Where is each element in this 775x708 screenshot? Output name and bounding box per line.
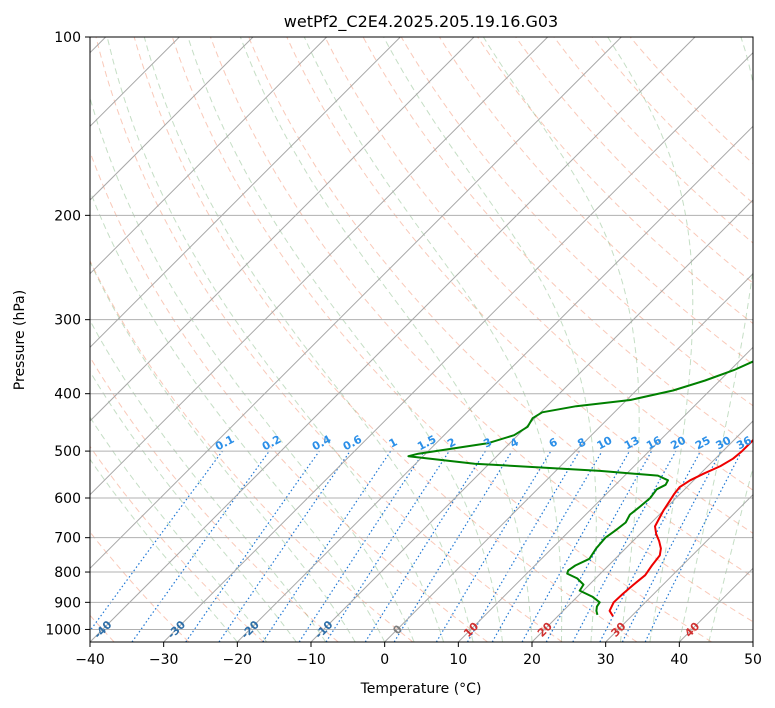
moist-adiabats	[90, 37, 753, 642]
mixing-ratio-label: 16	[644, 434, 664, 453]
mixing-ratio-line	[218, 450, 351, 642]
mixing-ratio-line	[466, 450, 580, 642]
isotherm-line	[90, 37, 328, 275]
isotherm-line	[457, 346, 753, 642]
y-tick-label: 300	[54, 313, 81, 329]
dry-adiabat-line	[90, 445, 264, 642]
grid-lines	[90, 37, 753, 630]
mixing-ratio-label: 20	[668, 434, 688, 453]
skewed-isotherms	[90, 37, 753, 642]
dry-adiabat-line	[400, 37, 753, 407]
dry-adiabat-line	[591, 37, 753, 204]
dry-adiabat-line	[477, 37, 753, 325]
dry-adiabat-line	[90, 259, 414, 642]
dry-adiabat-line	[515, 37, 753, 284]
moist-adiabat-line	[143, 37, 474, 642]
y-tick-label: 400	[54, 387, 81, 403]
moist-adiabat-line	[90, 319, 327, 642]
mixing-ratio-line	[521, 450, 631, 642]
mixing-ratio-line	[131, 450, 270, 642]
dry-adiabat-line	[248, 37, 753, 578]
plot-frame	[89, 36, 754, 643]
mixing-ratio-line	[90, 450, 223, 632]
moist-adiabat-line	[90, 458, 238, 642]
mixing-ratio-line	[572, 450, 677, 642]
mixing-ratio-line	[393, 450, 513, 642]
isotherm-line	[163, 51, 753, 642]
dry-adiabat-line	[324, 37, 753, 491]
moist-adiabat-line	[482, 37, 640, 642]
dry-adiabat-line	[210, 37, 753, 623]
moist-adiabat-line	[90, 189, 386, 642]
moist-adiabat-line	[708, 466, 753, 642]
green-profile-line	[407, 360, 753, 616]
moist-adiabat-line	[106, 37, 445, 642]
isotherm-line	[90, 37, 549, 496]
moist-adiabat-line	[239, 37, 533, 642]
isotherm-line	[531, 420, 753, 642]
x-tick-label: −40	[75, 652, 105, 668]
mixing-ratio-label: 30	[714, 434, 734, 453]
chart-title: wetPf2_C2E4.2025.205.19.16.G03	[284, 12, 558, 32]
mixing-ratio-label: 36	[734, 434, 754, 453]
mixing-ratio-label: 13	[622, 434, 642, 453]
mixing-ratio-line	[325, 450, 450, 642]
x-axis-ticks: −40 −30 −20 −10 0 10 20 30 40 50	[75, 642, 762, 668]
series-lines	[407, 360, 753, 617]
isotherm-line	[90, 37, 696, 642]
moist-adiabat-line	[383, 37, 597, 642]
moist-adiabat-line	[303, 37, 563, 642]
isotherm-line	[90, 37, 475, 422]
moist-adiabat-line	[90, 260, 356, 642]
isotherm-line	[90, 37, 254, 201]
dry-adiabat-line	[95, 37, 563, 642]
y-axis-ticks: 100 200 300 400 500 600 700 800 900 1000	[45, 30, 90, 638]
moist-adiabat-line	[187, 37, 503, 642]
isotherm-line	[605, 493, 753, 642]
y-axis-label: Pressure (hPa)	[12, 290, 28, 390]
x-axis-label: Temperature (°C)	[360, 681, 482, 697]
y-tick-label: 900	[54, 595, 81, 611]
mixing-ratio-lines	[90, 450, 743, 642]
plot-area: 0.1 0.2 0.4 0.6 1 1.5 2 3 4 6 8 10 13 16 20 25 30 36-40 -3…	[90, 37, 754, 642]
x-tick-label: 0	[380, 652, 389, 668]
isotherm-line	[310, 199, 753, 642]
x-tick-label: 30	[597, 652, 615, 668]
dry-adiabat-line	[171, 37, 712, 642]
y-tick-label: 100	[54, 30, 81, 46]
x-tick-label: 40	[670, 652, 688, 668]
y-tick-label: 800	[54, 565, 81, 581]
moist-adiabat-line	[678, 37, 753, 642]
x-tick-label: −20	[223, 652, 253, 668]
isotherm-line	[90, 37, 401, 349]
dry-adiabat-line	[133, 37, 638, 642]
isotherm-line	[384, 272, 753, 642]
isotherm-line	[236, 125, 753, 642]
y-tick-label: 600	[54, 491, 81, 507]
y-tick-label: 200	[54, 208, 81, 224]
red-profile-line	[608, 438, 753, 617]
x-tick-label: 50	[744, 652, 762, 668]
mixing-ratio-label: 10	[595, 434, 615, 453]
moist-adiabat-line	[90, 370, 297, 642]
moist-adiabat-line	[607, 37, 694, 642]
moist-adiabat-line	[90, 416, 268, 642]
x-tick-label: −10	[296, 652, 326, 668]
mixing-ratio-line	[364, 450, 486, 642]
dry-adiabat-line	[629, 37, 753, 165]
y-tick-label: 700	[54, 531, 81, 547]
x-tick-label: 10	[449, 652, 467, 668]
mixing-ratio-line	[435, 450, 552, 642]
y-tick-label: 500	[54, 444, 81, 460]
mixing-ratio-label: 25	[693, 434, 713, 453]
y-tick-label: 1000	[45, 622, 81, 638]
x-tick-label: −30	[149, 652, 179, 668]
mixing-ratio-line	[491, 450, 603, 642]
x-tick-label: 20	[523, 652, 541, 668]
isotherm-line	[90, 37, 622, 570]
mixing-ratio-line	[185, 450, 320, 642]
